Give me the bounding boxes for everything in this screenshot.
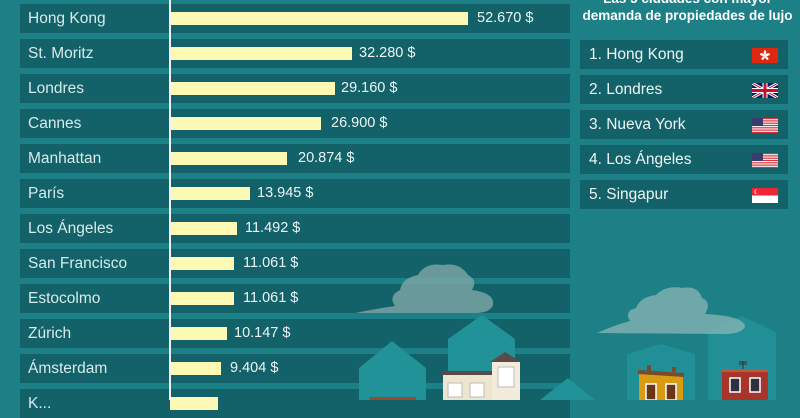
top-cities-panel: Las 5 ciudades con mayor demanda de prop… <box>575 0 800 400</box>
value-label: 9.404 $ <box>230 360 279 376</box>
city-label: St. Moritz <box>28 45 94 62</box>
usa-flag-icon <box>752 153 778 168</box>
city-label: Hong Kong <box>28 10 106 27</box>
city-label: París <box>28 185 65 202</box>
value-label: 10.147 $ <box>234 325 291 341</box>
value-bar <box>170 257 234 270</box>
rank-item: 3. Nueva York <box>580 110 788 139</box>
value-bar <box>170 222 237 235</box>
chart-row: Cannes 26.900 $ <box>20 109 570 138</box>
panel-title-line2: demanda de propiedades de lujo <box>582 8 793 23</box>
city-label: San Francisco <box>28 255 128 272</box>
rank-label: 5. Singapur <box>589 186 669 203</box>
value-label: 29.160 $ <box>341 80 398 96</box>
bar-chart: Hong Kong 52.670 $ St. Moritz 32.280 $ L… <box>20 0 570 418</box>
value-bar <box>170 117 321 130</box>
value-label: 13.945 $ <box>257 185 314 201</box>
chart-row: Estocolmo 11.061 $ <box>20 284 570 313</box>
rank-item: 2. Londres <box>580 75 788 104</box>
value-label: 11.061 $ <box>243 290 299 306</box>
rank-label: 4. Los Ángeles <box>589 151 692 168</box>
rank-item: 1. Hong Kong <box>580 40 788 69</box>
chart-row: Manhattan 20.874 $ <box>20 144 570 173</box>
rank-item: 4. Los Ángeles <box>580 145 788 174</box>
chart-row: K... <box>20 389 570 418</box>
value-label: 11.061 $ <box>243 255 299 271</box>
city-label: Ámsterdam <box>28 360 108 377</box>
value-bar <box>170 292 234 305</box>
chart-row: Ámsterdam 9.404 $ <box>20 354 570 383</box>
chart-row: Londres 29.160 $ <box>20 74 570 103</box>
singapore-flag-icon <box>752 188 778 203</box>
value-label: 32.280 $ <box>359 45 416 61</box>
value-label: 11.492 $ <box>245 220 301 236</box>
value-label: 26.900 $ <box>331 115 388 131</box>
city-label: K... <box>28 395 52 412</box>
value-bar <box>170 82 335 95</box>
chart-row: St. Moritz 32.280 $ <box>20 39 570 68</box>
city-label: Manhattan <box>28 150 102 167</box>
chart-axis-line <box>169 0 171 400</box>
hong-kong-flag-icon <box>752 48 778 63</box>
chart-row: Hong Kong 52.670 $ <box>20 4 570 33</box>
value-label: 20.874 $ <box>298 150 355 166</box>
panel-title: Las 5 ciudades con mayor demanda de prop… <box>575 0 800 24</box>
rank-label: 1. Hong Kong <box>589 46 684 63</box>
chart-row: Los Ángeles 11.492 $ <box>20 214 570 243</box>
chart-row: San Francisco 11.061 $ <box>20 249 570 278</box>
value-bar <box>170 187 250 200</box>
city-label: Estocolmo <box>28 290 101 307</box>
panel-title-line1: Las 5 ciudades con mayor <box>575 0 800 7</box>
value-bar <box>170 362 221 375</box>
city-label: Cannes <box>28 115 82 132</box>
chart-row: París 13.945 $ <box>20 179 570 208</box>
value-bar <box>170 397 218 410</box>
value-label: 52.670 $ <box>477 10 534 26</box>
value-bar <box>170 47 352 60</box>
chart-row: Zúrich 10.147 $ <box>20 319 570 348</box>
rank-item: 5. Singapur <box>580 180 788 209</box>
rank-label: 3. Nueva York <box>589 116 686 133</box>
value-bar <box>170 12 468 25</box>
uk-flag-icon <box>752 83 778 98</box>
value-bar <box>170 327 227 340</box>
city-label: Zúrich <box>28 325 72 342</box>
rank-label: 2. Londres <box>589 81 663 98</box>
city-label: Londres <box>28 80 85 97</box>
city-label: Los Ángeles <box>28 220 114 237</box>
usa-flag-icon <box>752 118 778 133</box>
value-bar <box>170 152 287 165</box>
